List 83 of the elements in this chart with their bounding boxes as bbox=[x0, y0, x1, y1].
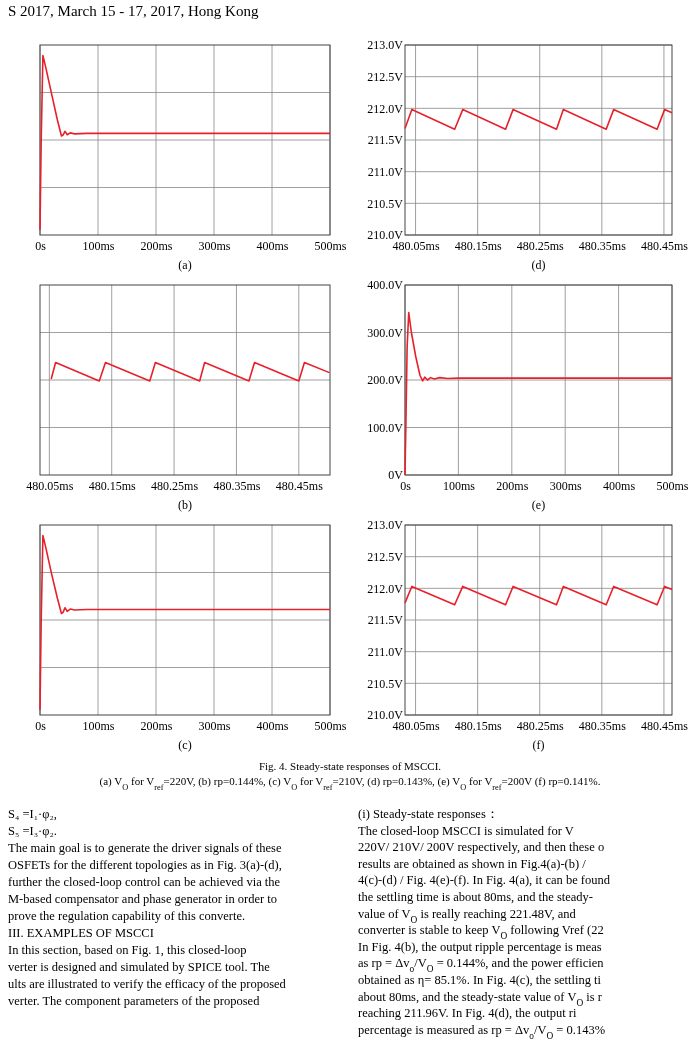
text: verter is designed and simulated by SPICE tool. The bbox=[8, 960, 271, 974]
x-tick-label: 500ms bbox=[314, 238, 347, 253]
line-series bbox=[404, 585, 673, 606]
y-tick-label: 213.0V bbox=[367, 518, 404, 533]
x-tick-label: 500ms bbox=[656, 478, 689, 493]
text: (c) bbox=[178, 738, 192, 752]
y-tick-label: 212.5V bbox=[367, 550, 404, 565]
y-tick-label: 212.5V bbox=[367, 70, 404, 85]
x-tick-label: 480.45ms bbox=[640, 718, 689, 733]
x-tick-label: 300ms bbox=[198, 238, 231, 253]
x-tick-label: 0s bbox=[35, 718, 47, 733]
x-tick-label: 200ms bbox=[140, 718, 173, 733]
x-tick-label: 0s bbox=[35, 238, 47, 253]
x-tick-label: 480.15ms bbox=[454, 718, 502, 733]
text: further the closed-loop control can be achieved via the bbox=[8, 875, 281, 889]
x-tick-label: 480.15ms bbox=[88, 478, 137, 493]
y-tick-label: 211.5V bbox=[367, 613, 404, 628]
text: converter is stable to keep V$_{O}$ following Vref (22 bbox=[358, 923, 604, 942]
text: S₄ =I₁·φ₂, bbox=[8, 807, 57, 821]
y-tick-label: 212.0V bbox=[367, 581, 404, 596]
text: (e) bbox=[531, 498, 546, 512]
text: In this section, based on Fig. 1, this closed-loop bbox=[8, 943, 247, 957]
y-tick-label: 210.5V bbox=[367, 196, 404, 211]
text: (i) Steady-state responses： bbox=[358, 807, 499, 821]
y-tick-label: 213.0V bbox=[367, 38, 404, 53]
text: percentage is measured as rp = Δv$_{o}$/V$_{O}$ = 0.143% bbox=[358, 1022, 606, 1041]
x-tick-label: 300ms bbox=[549, 478, 583, 493]
text: (a) V$_{O}$ for V$_{ref}$=220V, (b) rp=0.144%, (c) V$_{O}$ for V$_{ref}$=210V, (d) rp=0.143%, (e) V$_{O}$ for V$_{ref}$=200V (f) rp=0.141%. bbox=[99, 775, 601, 792]
text: S 2017, March 15 - 17, 2017, Hong Kong bbox=[8, 3, 259, 19]
text: obtained as η= 85.1%. In Fig. 4(c), the settling ti bbox=[358, 973, 602, 987]
x-tick-label: 200ms bbox=[140, 238, 173, 253]
text: OSFETs for the different topologies as in Fig. 3(a)-(d), bbox=[8, 858, 282, 872]
x-tick-label: 480.35ms bbox=[578, 238, 627, 253]
text: reaching 211.96V. In Fig. 4(d), the output ri bbox=[358, 1006, 577, 1021]
text: verter. The component parameters of the proposed bbox=[8, 994, 261, 1008]
text: 4(c)-(d) / Fig. 4(e)-(f). In Fig. 4(a), it can be found bbox=[358, 873, 611, 888]
text: as rp = Δv$_{o}$/V$_{O}$ = 0.144%, and the power efficien bbox=[358, 956, 605, 975]
x-tick-label: 100ms bbox=[442, 478, 476, 493]
text: (b) bbox=[178, 498, 192, 512]
text: III. EXAMPLES OF MSCCI bbox=[8, 926, 154, 940]
x-tick-label: 480.45ms bbox=[640, 238, 689, 253]
x-tick-label: 200ms bbox=[496, 478, 529, 493]
y-tick-label: 300.0V bbox=[367, 325, 404, 340]
x-tick-label: 100ms bbox=[82, 238, 115, 253]
x-tick-label: 480.15ms bbox=[454, 238, 502, 253]
y-tick-label: 211.5V bbox=[367, 133, 404, 148]
x-tick-label: 400ms bbox=[256, 238, 289, 253]
text: the settling time is about 80ms, and the steady- bbox=[358, 890, 594, 904]
text: 220V/ 210V/ 200V respectively, and then these o bbox=[358, 840, 605, 855]
x-tick-label: 300ms bbox=[198, 718, 231, 733]
y-tick-label: 400.0V bbox=[367, 278, 404, 293]
text: S₅ =I₃·φ₂. bbox=[8, 824, 57, 838]
text: results are obtained as shown in Fig.4(a)-(b) / bbox=[358, 856, 587, 871]
x-tick-label: 400ms bbox=[603, 478, 636, 493]
text: prove the regulation capability of this converte. bbox=[8, 909, 246, 923]
line-series bbox=[404, 108, 673, 131]
text: The closed-loop MSCCI is simulated for V bbox=[358, 823, 574, 838]
text: about 80ms, and the steady-state value of V$_{O}$ is r bbox=[358, 989, 603, 1008]
x-tick-label: 480.25ms bbox=[516, 718, 565, 733]
text: (f) bbox=[532, 738, 545, 752]
x-tick-label: 500ms bbox=[314, 718, 347, 733]
x-tick-label: 100ms bbox=[82, 718, 115, 733]
text: M-based compensator and phase generator in order to bbox=[8, 892, 278, 906]
text: (a) bbox=[178, 258, 192, 272]
text: value of V$_{O}$ is really reaching 221.48V, and bbox=[358, 906, 577, 925]
y-tick-label: 211.0V bbox=[367, 165, 404, 180]
x-tick-label: 480.35ms bbox=[578, 718, 627, 733]
x-tick-label: 400ms bbox=[256, 718, 289, 733]
y-tick-label: 100.0V bbox=[367, 420, 404, 435]
x-tick-label: 480.05ms bbox=[26, 478, 74, 493]
text: In Fig. 4(b), the output ripple percentage is meas bbox=[358, 939, 602, 954]
y-tick-label: 212.0V bbox=[367, 101, 404, 116]
text: The main goal is to generate the driver signals of these bbox=[8, 841, 282, 855]
text: Fig. 4. Steady-state responses of MSCCI. bbox=[258, 760, 442, 772]
x-tick-label: 480.35ms bbox=[213, 478, 261, 493]
text: (d) bbox=[531, 258, 546, 272]
x-tick-label: 480.25ms bbox=[151, 478, 199, 493]
y-tick-label: 200.0V bbox=[367, 373, 404, 388]
x-tick-label: 480.25ms bbox=[516, 238, 565, 253]
y-tick-label: 210.5V bbox=[367, 676, 404, 691]
y-tick-label: 211.0V bbox=[367, 645, 404, 660]
text: ults are illustrated to verify the efficacy of the proposed bbox=[8, 977, 287, 991]
x-tick-label: 480.45ms bbox=[275, 478, 324, 493]
